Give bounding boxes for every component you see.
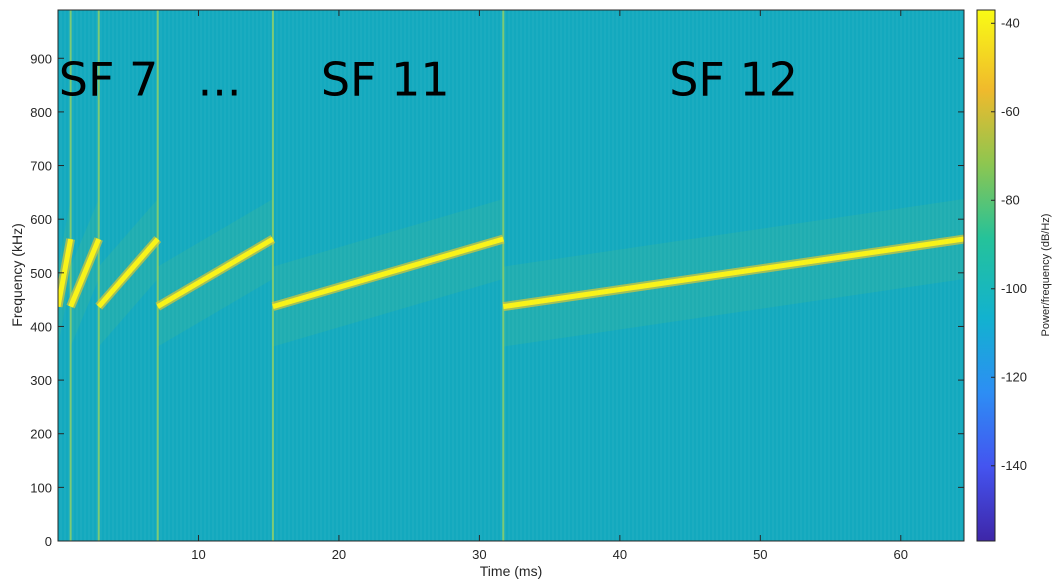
y-axis-ticks: 0 100 200 300 400 500 600 700 800 900: [30, 51, 964, 549]
colorbar: [976, 9, 996, 542]
colorbar-tick-label: -80: [1001, 192, 1020, 207]
colorbar-tick-label: -60: [1001, 104, 1020, 119]
annotation-label: SF 7: [59, 53, 159, 107]
chirp-layer: [58, 234, 964, 312]
y-tick-label: 0: [45, 534, 52, 549]
x-axis-ticks: 10 20 30 40 50 60: [191, 10, 908, 562]
colorbar-ticks: -40 -60 -80 -100 -120 -140: [991, 15, 1027, 473]
annotation-label: SF 12: [669, 53, 798, 107]
boundary-layer: [69, 10, 505, 541]
annotation-label: ...: [198, 53, 242, 107]
annotation-label: SF 11: [321, 53, 450, 107]
y-tick-label: 400: [30, 319, 52, 334]
annotation-layer: SF 7... SF 11 SF 12: [59, 53, 798, 107]
chirp-line: [58, 238, 74, 308]
x-tick-label: 40: [613, 547, 627, 562]
y-tick-label: 700: [30, 159, 52, 174]
y-tick-label: 500: [30, 266, 52, 281]
x-tick-label: 20: [332, 547, 346, 562]
y-tick-label: 200: [30, 427, 52, 442]
colorbar-tick-label: -40: [1001, 15, 1020, 30]
y-tick-label: 800: [30, 105, 52, 120]
x-tick-label: 30: [472, 547, 486, 562]
colorbar-label: Power/frequency (dB/Hz): [1040, 214, 1052, 337]
colorbar-tick-label: -100: [1001, 281, 1027, 296]
x-tick-label: 60: [894, 547, 908, 562]
chirp-line: [502, 236, 964, 310]
y-tick-label: 100: [30, 480, 52, 495]
colorbar-tick-label: -140: [1001, 458, 1027, 473]
colorbar-tick-label: -120: [1001, 369, 1027, 384]
axes-frame: [57, 9, 965, 542]
x-axis-label: Time (ms): [480, 563, 542, 579]
x-tick-label: 50: [753, 547, 767, 562]
y-tick-label: 600: [30, 212, 52, 227]
y-tick-label: 300: [30, 373, 52, 388]
chirp-line: [68, 238, 102, 308]
chirp-line: [272, 236, 504, 310]
y-tick-label: 900: [30, 51, 52, 66]
chirp-line: [156, 236, 275, 309]
y-axis-label: Frequency (kHz): [9, 223, 25, 326]
chirp-line: [96, 237, 160, 309]
x-tick-label: 10: [191, 547, 205, 562]
